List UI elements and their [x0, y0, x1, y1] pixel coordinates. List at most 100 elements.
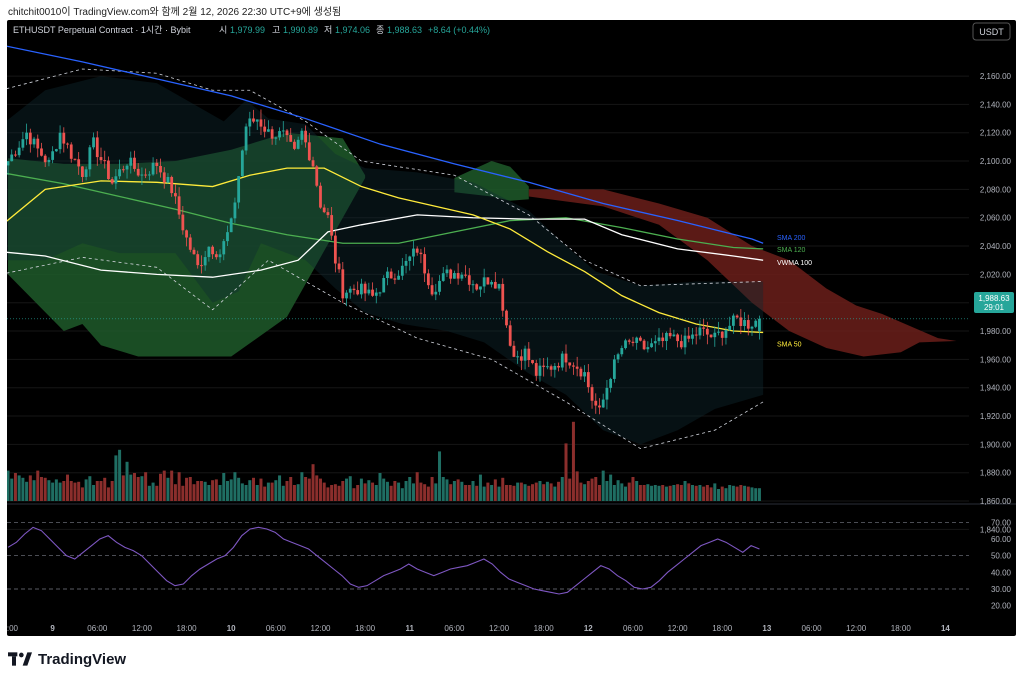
- candle-body: [732, 315, 735, 326]
- volume-bar: [400, 488, 404, 501]
- candle-body: [505, 310, 508, 326]
- candle-body: [639, 337, 642, 341]
- volume-bar: [646, 484, 650, 501]
- volume-bar: [371, 482, 375, 501]
- candle-body: [586, 372, 590, 388]
- series-labels: SMA 200 SMA 120 VWMA 100 SMA 50: [777, 235, 812, 348]
- candle-body: [66, 143, 69, 145]
- candle-body: [717, 331, 720, 333]
- candle-body: [501, 283, 505, 311]
- candle-body: [84, 169, 88, 177]
- volume-bar: [575, 471, 579, 501]
- volume-bar: [687, 483, 691, 501]
- volume-bar: [642, 485, 646, 501]
- volume-bar: [177, 472, 181, 501]
- volume-bar: [95, 481, 99, 501]
- candle-body: [516, 356, 520, 358]
- candle-body: [188, 237, 192, 250]
- candle-body: [311, 160, 315, 167]
- time-tick-label: 12:00: [310, 624, 331, 633]
- candle-body: [557, 365, 560, 368]
- volume-bar: [203, 481, 207, 501]
- volume-bar: [129, 474, 133, 501]
- volume-bar: [549, 483, 553, 501]
- candle-body: [136, 168, 140, 176]
- candle-body: [278, 131, 281, 138]
- volume-bar: [315, 475, 319, 501]
- series-label: VWMA 100: [777, 260, 812, 267]
- candle-body: [107, 160, 110, 180]
- rsi-tick-label: 50.00: [991, 552, 1012, 561]
- candle-body: [200, 265, 203, 267]
- volume-bar: [419, 482, 423, 501]
- volume-bar: [553, 486, 557, 501]
- volume-bar: [300, 472, 304, 501]
- volume-bar: [32, 480, 36, 501]
- volume-bar: [28, 475, 32, 501]
- candle-body: [118, 169, 121, 177]
- candle-body: [594, 400, 598, 406]
- price-chart[interactable]: 2,160.00 2,140.00 2,120.00 2,100.00 2,080.00…: [7, 20, 1016, 636]
- volume-bar: [404, 481, 408, 501]
- tradingview-logo[interactable]: TradingView: [8, 648, 126, 670]
- candle-body: [125, 165, 129, 170]
- volume-bar: [352, 488, 356, 501]
- volume-bar: [739, 485, 743, 501]
- volume-bar: [121, 475, 125, 501]
- candle-body: [367, 289, 371, 294]
- volume-bar: [270, 482, 274, 501]
- volume-bar: [635, 481, 639, 501]
- candle-body: [668, 332, 672, 337]
- volume-bar: [586, 481, 590, 501]
- candle-body: [110, 179, 114, 184]
- moving-averages: [7, 45, 764, 334]
- volume-bar: [77, 481, 81, 501]
- volume-bar: [136, 477, 140, 501]
- candle-body: [497, 283, 501, 289]
- candle-body: [181, 214, 185, 231]
- volume-bar: [159, 473, 163, 501]
- volume-bar: [597, 485, 601, 501]
- price-tag-value: 1,988.63: [978, 294, 1010, 303]
- volume-bar: [423, 484, 427, 501]
- volume-bar: [192, 484, 196, 501]
- legend-close-label: 종: [376, 25, 384, 35]
- candle-body: [170, 176, 174, 194]
- candle-body: [750, 326, 754, 329]
- candle-body: [140, 174, 144, 176]
- candle-body: [490, 281, 493, 285]
- candle-body: [229, 218, 233, 233]
- volume-bars: [7, 421, 761, 501]
- volume-bar: [43, 477, 47, 501]
- candle-body: [77, 159, 81, 167]
- candle-body: [546, 366, 549, 368]
- volume-bar: [698, 485, 702, 501]
- currency-button[interactable]: USDT: [972, 22, 1011, 41]
- volume-bar: [601, 470, 605, 501]
- candlesticks: [7, 109, 969, 415]
- volume-bar: [705, 485, 709, 501]
- candle-body: [743, 320, 746, 327]
- volume-bar: [10, 478, 14, 501]
- volume-bar: [668, 485, 672, 501]
- candle-body: [226, 232, 229, 242]
- candle-body: [676, 334, 679, 342]
- candle-body: [281, 130, 285, 132]
- candle-body: [240, 150, 244, 177]
- candle-body: [322, 207, 326, 213]
- bollinger-upper: [7, 68, 764, 287]
- candle-body: [549, 366, 553, 370]
- volume-bar: [188, 477, 192, 501]
- volume-bar: [430, 477, 434, 501]
- chart-frame[interactable]: 2,160.00 2,140.00 2,120.00 2,100.00 2,080.00…: [7, 20, 1016, 636]
- candle-body: [512, 345, 516, 357]
- rsi-pane: [7, 526, 760, 595]
- volume-bar: [345, 478, 349, 501]
- volume-bar: [13, 473, 17, 501]
- currency-label: USDT: [979, 27, 1004, 37]
- candle-body: [315, 166, 319, 186]
- volume-bar: [571, 421, 575, 501]
- rsi-tick-label: 60.00: [991, 535, 1012, 544]
- legend-low-label: 저: [324, 25, 332, 35]
- volume-bar: [519, 482, 523, 501]
